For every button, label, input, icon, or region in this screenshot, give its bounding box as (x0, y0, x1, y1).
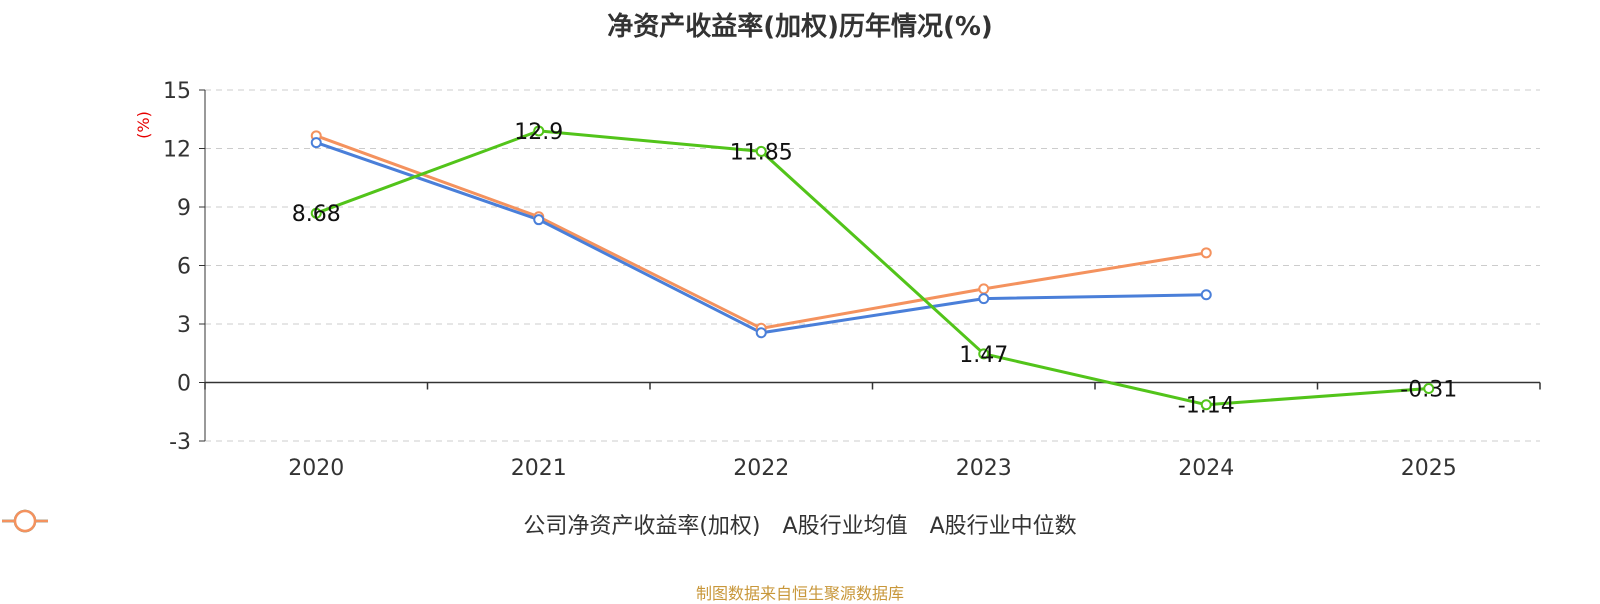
x-tick-label: 2020 (288, 456, 344, 481)
y-tick-label: 0 (177, 372, 191, 397)
source-note: 制图数据来自恒生聚源数据库 (695, 584, 904, 603)
data-label: 1.47 (959, 343, 1008, 368)
data-point (978, 348, 990, 360)
x-tick-label: 2023 (956, 456, 1012, 481)
data-label: -0.31 (1400, 378, 1457, 403)
chart-legend: 公司净资产收益率(加权) A股行业均值 A股行业中位数 (0, 508, 1600, 540)
x-tick-label: 2024 (1178, 456, 1234, 481)
data-point (755, 327, 767, 339)
legend-item[interactable]: A股行业均值 (2, 508, 908, 540)
data-point (533, 125, 545, 137)
x-tick-label: 2021 (511, 456, 567, 481)
y-tick-label: 3 (177, 313, 191, 338)
data-point (1200, 399, 1212, 411)
data-point (310, 207, 322, 219)
data-point (310, 137, 322, 149)
y-tick-label: 15 (163, 79, 191, 104)
legend-item[interactable]: 公司净资产收益率(加权) (2, 508, 761, 540)
series-line (315, 141, 1207, 335)
data-point (1200, 247, 1212, 259)
data-point (978, 293, 990, 305)
data-label: 8.68 (292, 202, 341, 227)
data-point (978, 283, 990, 295)
data-label: 12.9 (514, 120, 563, 145)
data-point (755, 145, 767, 157)
series-line (315, 129, 1429, 407)
data-point (1423, 383, 1435, 395)
data-point (533, 214, 545, 226)
legend-label: A股行业均值 (782, 514, 908, 539)
data-label: 11.85 (730, 140, 793, 165)
y-tick-label: -3 (169, 430, 191, 455)
y-tick-label: 6 (177, 255, 191, 280)
y-tick-label: 12 (163, 138, 191, 163)
x-tick-label: 2025 (1401, 456, 1457, 481)
x-tick-label: 2022 (733, 456, 789, 481)
legend-item[interactable]: A股行业中位数 (2, 508, 1077, 540)
data-point (1200, 289, 1212, 301)
legend-label: 公司净资产收益率(加权) (523, 514, 761, 539)
legend-label: A股行业中位数 (929, 514, 1077, 539)
y-axis-title: (%) (134, 111, 153, 139)
legend-swatch-icon (2, 509, 48, 533)
y-tick-label: 9 (177, 196, 191, 221)
chart-title: 净资产收益率(加权)历年情况(%) (607, 12, 993, 42)
data-label: -1.14 (1178, 394, 1235, 419)
